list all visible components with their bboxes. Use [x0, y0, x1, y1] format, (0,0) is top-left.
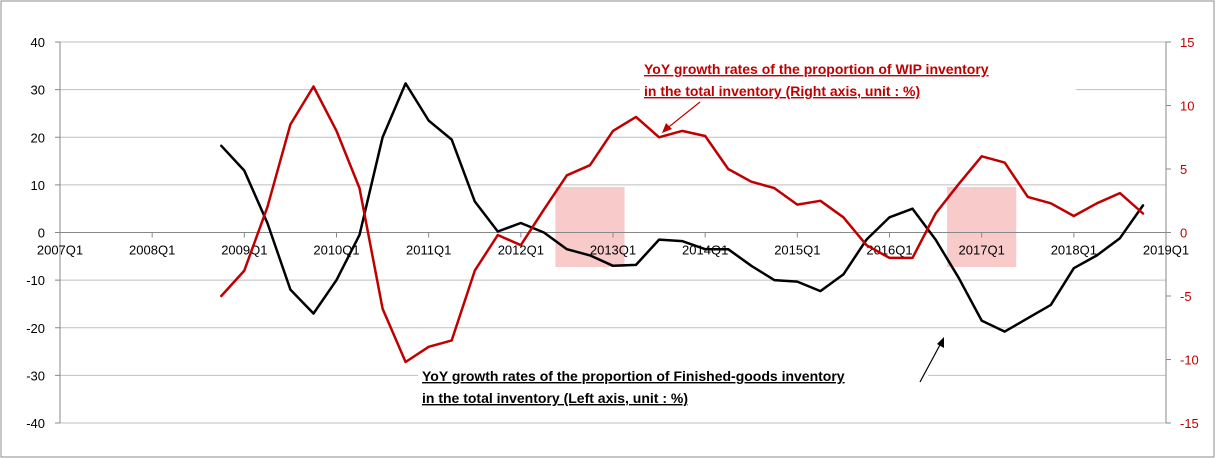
x-tick-label: 2015Q1	[774, 243, 820, 258]
right-tick-label: 5	[1180, 162, 1187, 177]
series-line-wip	[220, 85, 1145, 364]
x-tick-label: 2008Q1	[129, 243, 175, 258]
right-tick-label: -10	[1180, 353, 1199, 368]
x-tick-label: 2018Q1	[1051, 243, 1097, 258]
series-line-finished-goods	[220, 82, 1145, 333]
x-tick-label: 2013Q1	[590, 243, 636, 258]
fg-annotation-arrow	[919, 342, 942, 383]
x-tick-label: 2009Q1	[221, 243, 267, 258]
left-tick-label: 30	[31, 83, 45, 98]
right-tick-label: -15	[1180, 416, 1199, 431]
x-tick-label: 2012Q1	[498, 243, 544, 258]
wip-annotation-line1: YoY growth rates of the proportion of WI…	[644, 61, 989, 77]
wip-annotation-line2: in the total inventory (Right axis, unit…	[644, 83, 920, 99]
left-tick-label: 10	[31, 178, 45, 193]
wip-annotation-box	[640, 58, 1076, 100]
wip-annotation-arrow	[664, 101, 701, 131]
left-tick-label: 20	[31, 130, 45, 145]
fg-annotation-arrowhead	[937, 337, 944, 348]
left-tick-label: -30	[26, 368, 45, 383]
x-tick-label: 2019Q1	[1143, 243, 1189, 258]
highlight-period-1	[555, 187, 625, 267]
x-tick-label: 2011Q1	[406, 243, 451, 258]
right-tick-label: -5	[1180, 289, 1192, 304]
right-tick-label: 10	[1180, 99, 1194, 114]
right-tick-label: 15	[1180, 35, 1194, 50]
fg-annotation-line1: YoY growth rates of the proportion of Fi…	[422, 368, 845, 384]
left-tick-label: -20	[26, 321, 45, 336]
highlight-period-2	[947, 187, 1017, 267]
fg-annotation-box	[418, 365, 928, 407]
x-tick-label: 2017Q1	[959, 243, 1005, 258]
x-tick-label: 2016Q1	[866, 243, 912, 258]
left-tick-label: 40	[31, 35, 45, 50]
left-tick-label: 0	[38, 226, 45, 241]
left-tick-label: -40	[26, 416, 45, 431]
fg-annotation-line2: in the total inventory (Left axis, unit …	[422, 390, 688, 406]
x-tick-label: 2007Q1	[37, 243, 83, 258]
right-tick-label: 0	[1180, 226, 1187, 241]
wip-annotation-arrowhead	[662, 123, 672, 133]
left-tick-label: -10	[26, 273, 45, 288]
x-tick-label: 2010Q1	[313, 243, 359, 258]
